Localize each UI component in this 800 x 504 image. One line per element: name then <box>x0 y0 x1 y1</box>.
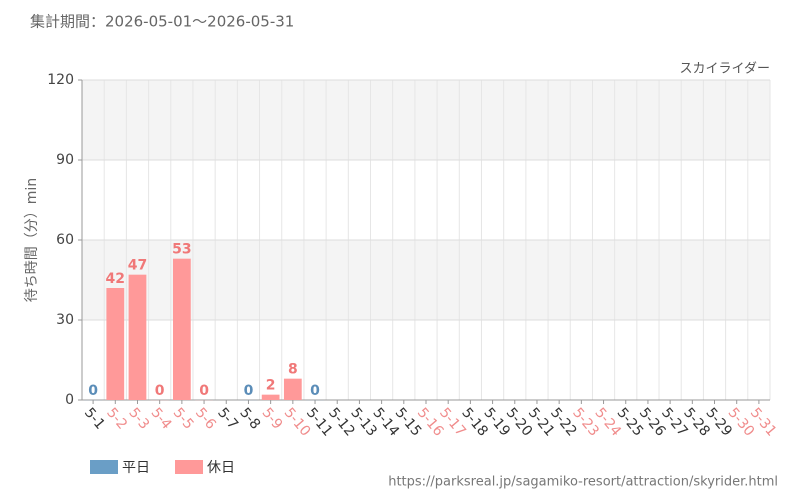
source-url: https://parksreal.jp/sagamiko-resort/att… <box>388 475 778 490</box>
value-label: 0 <box>310 383 320 399</box>
y-tick-label: 120 <box>47 72 74 88</box>
x-tick-label: 5-7 <box>214 405 241 433</box>
value-label: 47 <box>128 258 147 274</box>
x-tick-label: 5-6 <box>192 405 219 433</box>
value-label: 0 <box>244 383 254 399</box>
y-tick-label: 30 <box>56 312 74 328</box>
x-tick-label: 5-1 <box>81 405 108 433</box>
x-tick-label: 5-5 <box>170 405 197 433</box>
x-tick-label: 5-9 <box>259 405 286 433</box>
value-label: 0 <box>199 383 209 399</box>
value-label: 0 <box>155 383 165 399</box>
bar <box>129 275 147 400</box>
legend-label: 休日 <box>207 460 235 476</box>
x-tick-label: 5-3 <box>125 405 152 433</box>
value-label: 53 <box>172 242 191 258</box>
chart-subtitle: スカイライダー <box>680 62 770 77</box>
legend-swatch <box>175 460 203 474</box>
legend-label: 平日 <box>122 460 150 476</box>
bar <box>173 259 191 400</box>
value-label: 42 <box>106 271 125 287</box>
x-tick-label: 5-8 <box>236 405 263 433</box>
plot-band <box>82 80 770 160</box>
value-label: 8 <box>288 362 298 378</box>
bar <box>106 288 124 400</box>
chart-title: 集計期間：2026-05-01～2026-05-31 <box>30 13 294 31</box>
value-label: 0 <box>88 383 98 399</box>
y-tick-label: 0 <box>65 392 74 408</box>
bar <box>262 395 280 400</box>
value-label: 2 <box>266 378 276 394</box>
x-tick-label: 5-4 <box>148 405 175 433</box>
y-axis-label: 待ち時間（分）min <box>24 178 40 302</box>
x-tick-label: 5-2 <box>103 405 130 433</box>
bar <box>284 379 302 400</box>
y-tick-label: 90 <box>56 152 74 168</box>
legend-swatch <box>90 460 118 474</box>
y-tick-label: 60 <box>56 232 74 248</box>
